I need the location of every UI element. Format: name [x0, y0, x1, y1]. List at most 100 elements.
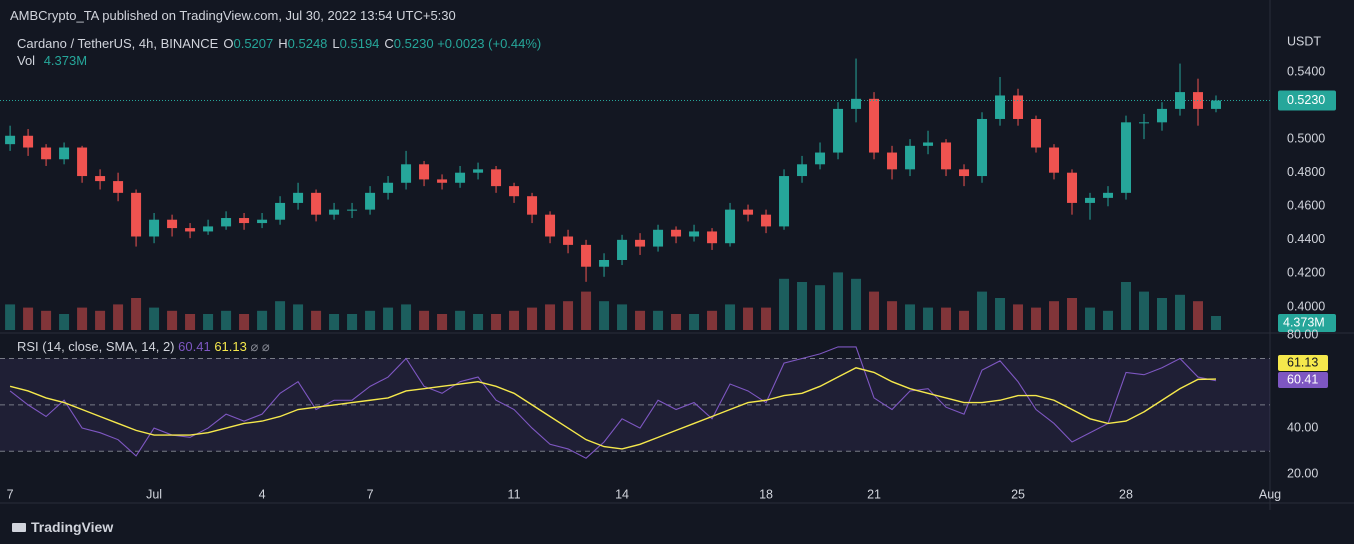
volume-bar — [59, 314, 70, 330]
volume-bar — [959, 310, 970, 330]
candle-body — [1013, 95, 1024, 119]
volume-bar — [1121, 282, 1132, 330]
candle-body — [437, 179, 448, 183]
volume-name: Vol — [17, 53, 36, 68]
candle-body — [23, 135, 34, 148]
volume-bar — [635, 310, 646, 330]
volume-bar — [815, 285, 826, 330]
volume-bar — [509, 310, 520, 330]
legend-value: 0.5194 — [339, 36, 380, 51]
volume-bar — [1211, 316, 1222, 330]
volume-bar — [5, 304, 16, 330]
candle-body — [509, 186, 520, 197]
x-tick-label: 25 — [1011, 487, 1025, 501]
volume-bar — [41, 310, 52, 330]
sma-value: 61.13 — [214, 339, 247, 354]
candle-body — [347, 209, 358, 211]
candle-body — [599, 259, 610, 267]
volume-bar — [653, 310, 664, 330]
rsi-tick-label: 20.00 — [1287, 467, 1318, 481]
rsi-line — [9, 367, 1217, 450]
candle-body — [365, 192, 376, 210]
volume-legend: Vol 4.373M — [17, 53, 87, 68]
volume-bar — [185, 314, 196, 330]
volume-bar — [671, 314, 682, 330]
volume-bar — [869, 291, 880, 330]
volume-bar — [1049, 301, 1060, 330]
volume-bar — [257, 310, 268, 330]
volume-bar — [725, 304, 736, 330]
volume-bar — [995, 298, 1006, 330]
volume-bar — [851, 278, 862, 330]
candle-body — [167, 219, 178, 229]
candle-body — [473, 169, 484, 173]
x-tick-label: 28 — [1119, 487, 1133, 501]
candle-body — [1121, 122, 1132, 193]
volume-bar — [941, 307, 952, 330]
x-tick-label: 18 — [759, 487, 773, 501]
volume-bar — [1139, 291, 1150, 330]
legend-key: L — [332, 36, 340, 51]
x-tick-label: 14 — [615, 487, 629, 501]
volume-bar — [1157, 298, 1168, 330]
candle-body — [455, 172, 466, 183]
candle-body — [905, 145, 916, 170]
rsi-tick-label: 80.00 — [1287, 328, 1318, 342]
x-tick-label: Jul — [146, 487, 162, 501]
volume-bar — [455, 310, 466, 330]
candle-body — [275, 202, 286, 220]
volume-bar — [329, 314, 340, 330]
volume-bar — [797, 282, 808, 330]
volume-bar — [77, 307, 88, 330]
volume-bar — [347, 314, 358, 330]
volume-bar — [617, 304, 628, 330]
x-tick-label: 21 — [867, 487, 881, 501]
candle-body — [851, 98, 862, 109]
candle-body — [491, 169, 502, 187]
y-tick-label: 0.4800 — [1287, 165, 1325, 179]
candle-body — [239, 218, 250, 224]
volume-bar — [401, 304, 412, 330]
candle-body — [221, 218, 232, 227]
candle-body — [635, 239, 646, 247]
legend-value: 0.5248 — [287, 36, 328, 51]
volume-bar — [221, 310, 232, 330]
candle-body — [869, 98, 880, 153]
volume-bar — [491, 314, 502, 330]
rsi-tick-label: 40.00 — [1287, 420, 1318, 434]
volume-bar — [95, 310, 106, 330]
x-tick-label: 4 — [259, 487, 266, 501]
candle-body — [5, 135, 16, 145]
rsi-value-box — [1278, 372, 1328, 388]
y-tick-label: 0.4000 — [1287, 299, 1325, 313]
candle-body — [1211, 100, 1222, 109]
candle-body — [779, 176, 790, 227]
candle-body — [185, 228, 196, 232]
volume-bar — [977, 291, 988, 330]
x-tick-label: Aug — [1259, 487, 1281, 501]
volume-bar — [707, 310, 718, 330]
volume-bar — [599, 301, 610, 330]
candle-body — [941, 142, 952, 170]
candle-body — [401, 164, 412, 183]
volume-bar — [761, 307, 772, 330]
volume-bar — [1067, 298, 1078, 330]
price-legend: Cardano / TetherUS, 4h, BINANCE O0.5207 H0… — [17, 36, 541, 51]
legend-key: H — [278, 36, 288, 51]
candle-body — [527, 196, 538, 215]
symbol: Cardano / TetherUS, 4h, BINANCE — [17, 36, 219, 51]
candle-body — [149, 219, 160, 237]
volume-bar — [1175, 294, 1186, 330]
candle-body — [887, 152, 898, 170]
volume-bar — [167, 310, 178, 330]
rsi-title: RSI (14, close, SMA, 14, 2) — [17, 339, 175, 354]
candle-body — [1031, 118, 1042, 148]
logo: TradingView — [12, 519, 113, 535]
volume-bar — [1103, 310, 1114, 330]
volume-bar — [293, 304, 304, 330]
candle-body — [293, 192, 304, 203]
y-tick-label: 0.4400 — [1287, 232, 1325, 246]
candle-body — [113, 181, 124, 193]
